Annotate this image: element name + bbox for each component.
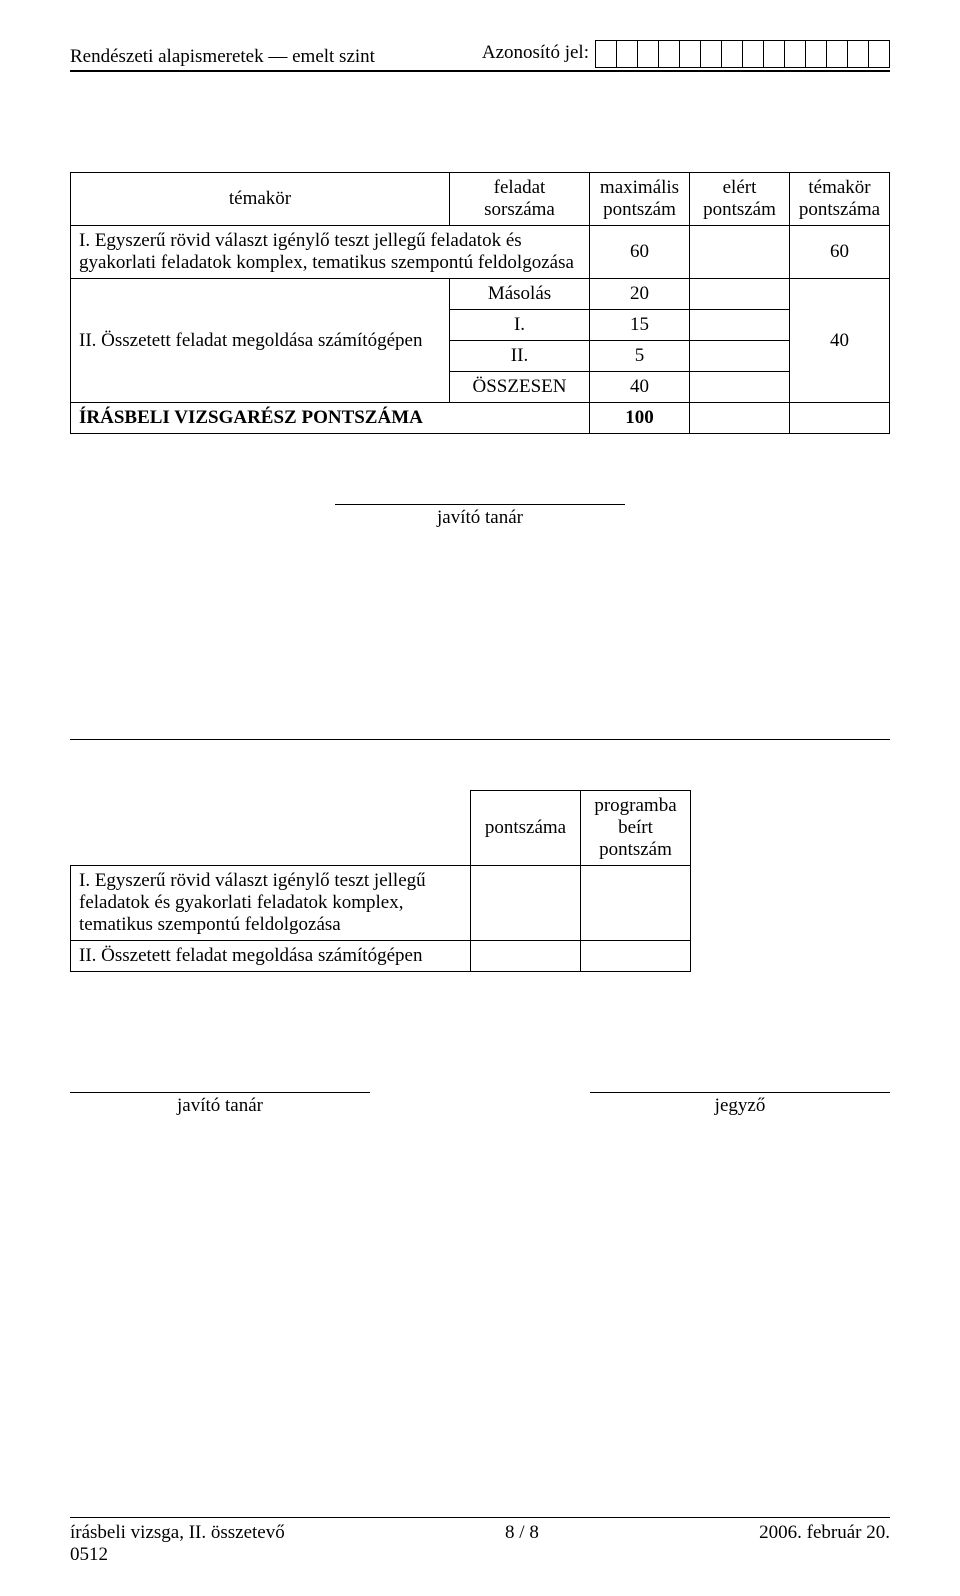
id-box (679, 40, 701, 68)
prog-row1-program (581, 866, 691, 941)
signature-teacher-col: javító tanár (70, 1092, 370, 1117)
row-simple-topic-score: 60 (790, 226, 890, 279)
th-task-no: feladat sorszáma (450, 173, 590, 226)
page: Rendészeti alapismeretek — emelt szint A… (0, 0, 960, 1596)
row-written-label: ÍRÁSBELI VIZSGARÉSZ PONTSZÁMA (71, 403, 590, 434)
id-box (658, 40, 680, 68)
footer-row: írásbeli vizsga, II. összetevő 0512 8 / … (70, 1522, 890, 1566)
id-box (742, 40, 764, 68)
id-box (763, 40, 785, 68)
header-id-block: Azonosító jel: (482, 40, 890, 68)
signature-teacher-block: javító tanár (335, 504, 625, 529)
id-box (721, 40, 743, 68)
prog-empty-corner (71, 791, 471, 866)
id-label: Azonosító jel: (482, 42, 589, 68)
row-simple-max: 60 (590, 226, 690, 279)
prog-row1-label: I. Egyszerű rövid választ igénylő teszt … (71, 866, 471, 941)
signature-teacher-label: javító tanár (70, 1095, 370, 1117)
row-composite-topic-score: 40 (790, 279, 890, 403)
id-box (784, 40, 806, 68)
row-copy-achieved (690, 279, 790, 310)
row-composite-label: II. Összetett feladat megoldása számítóg… (71, 279, 450, 403)
section-divider (70, 739, 890, 740)
th-topic: témakör (71, 173, 450, 226)
prog-row2-label: II. Összetett feladat megoldása számítóg… (71, 941, 471, 972)
footer-rule (70, 1517, 890, 1518)
th-achieved: elért pontszám (690, 173, 790, 226)
row-copy-label: Másolás (450, 279, 590, 310)
row-written-topic-score (790, 403, 890, 434)
page-header: Rendészeti alapismeretek — emelt szint A… (70, 40, 890, 72)
signature-clerk-col: jegyző (590, 1092, 890, 1117)
th-topic-score: témakör pontszáma (790, 173, 890, 226)
signature-row: javító tanár jegyző (70, 1092, 890, 1117)
id-box (595, 40, 617, 68)
row-total-label: ÖSSZESEN (450, 372, 590, 403)
signature-line (590, 1092, 890, 1093)
prog-row2-program (581, 941, 691, 972)
row-written-achieved (690, 403, 790, 434)
signature-line (70, 1092, 370, 1093)
prog-row2-score (471, 941, 581, 972)
id-box (637, 40, 659, 68)
row-ii-max: 5 (590, 341, 690, 372)
id-box (616, 40, 638, 68)
score-table: témakör feladat sorszáma maximális ponts… (70, 172, 890, 434)
footer-left-line1: írásbeli vizsga, II. összetevő (70, 1522, 285, 1543)
footer-center: 8 / 8 (285, 1522, 759, 1566)
id-boxes (595, 40, 890, 68)
id-box (805, 40, 827, 68)
row-i-label: I. (450, 310, 590, 341)
row-copy-max: 20 (590, 279, 690, 310)
row-total-max: 40 (590, 372, 690, 403)
row-total-achieved (690, 372, 790, 403)
id-box (847, 40, 869, 68)
footer-left-line2: 0512 (70, 1544, 108, 1565)
row-ii-achieved (690, 341, 790, 372)
prog-row1-score (471, 866, 581, 941)
row-i-achieved (690, 310, 790, 341)
id-box (700, 40, 722, 68)
signature-clerk-label: jegyző (590, 1095, 890, 1117)
row-i-max: 15 (590, 310, 690, 341)
th-max: maximális pontszám (590, 173, 690, 226)
id-box (826, 40, 848, 68)
header-subject: Rendészeti alapismeretek — emelt szint (70, 46, 375, 68)
row-simple-achieved (690, 226, 790, 279)
row-simple-label: I. Egyszerű rövid választ igénylő teszt … (71, 226, 590, 279)
id-box (868, 40, 890, 68)
row-ii-label: II. (450, 341, 590, 372)
footer-left: írásbeli vizsga, II. összetevő 0512 (70, 1522, 285, 1566)
prog-th-program: programba beírt pontszám (581, 791, 691, 866)
signature-teacher-label: javító tanár (335, 507, 625, 529)
main-content: témakör feladat sorszáma maximális ponts… (70, 172, 890, 1117)
row-written-max: 100 (590, 403, 690, 434)
signature-line (335, 504, 625, 505)
footer-right: 2006. február 20. (759, 1522, 890, 1566)
program-table: pontszáma programba beírt pontszám I. Eg… (70, 790, 691, 972)
page-footer: írásbeli vizsga, II. összetevő 0512 8 / … (70, 1517, 890, 1566)
prog-th-score: pontszáma (471, 791, 581, 866)
